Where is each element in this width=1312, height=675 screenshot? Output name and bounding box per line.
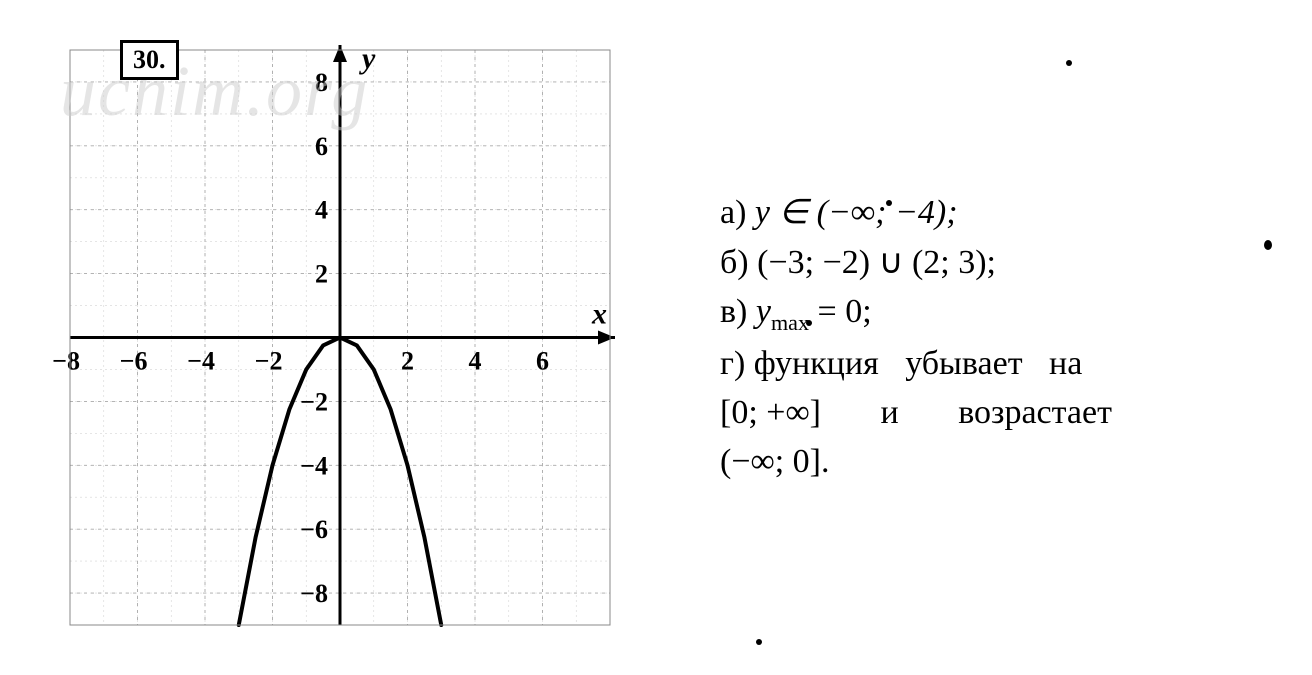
answer-c-y: y [756,293,771,330]
answer-a: а) y ∈ (−∞; −4); [720,188,1272,237]
problem-number-box: 30. [120,40,179,80]
svg-text:4: 4 [469,347,482,376]
answer-a-text: y ∈ (−∞; −4); [755,194,958,231]
svg-text:−8: −8 [300,579,328,608]
answer-d-word1: и [881,394,899,431]
svg-text:6: 6 [315,132,328,161]
svg-text:y: y [359,42,376,75]
svg-text:−4: −4 [187,347,215,376]
svg-text:4: 4 [315,196,328,225]
svg-text:6: 6 [536,347,549,376]
scan-dot [806,320,812,326]
scan-dot [1066,60,1072,66]
answer-d-word2: возрастает [958,394,1112,431]
svg-text:−2: −2 [300,387,328,416]
answer-b: б) (−3; −2) ∪ (2; 3); [720,238,1272,287]
answer-d-int2: (−∞; 0]. [720,443,830,480]
answer-b-label: б) [720,244,749,281]
answer-c-label: в) [720,293,747,330]
parabola-graph: −8 −6 −4 −2 2 4 6 −8 −6 −4 −2 2 4 6 8 y x [40,20,640,655]
svg-text:2: 2 [315,260,328,289]
answer-a-label: а) [720,194,746,231]
answer-d-int1: [0; +∞] [720,394,821,431]
answer-d-text1: функция убывает на [754,345,1083,382]
svg-text:−4: −4 [300,451,328,480]
scan-dot [756,639,762,645]
svg-text:−2: −2 [255,347,283,376]
scan-dot [1264,240,1272,250]
svg-text:x: x [591,298,607,331]
svg-text:8: 8 [315,68,328,97]
svg-text:−6: −6 [300,515,328,544]
answer-d: г) функция убывает на [0; +∞] и возраста… [720,339,1272,487]
answer-c-sub: max [771,310,809,335]
answer-c: в) ymax = 0; [720,287,1272,339]
answer-b-text: (−3; −2) ∪ (2; 3); [757,244,996,281]
answer-c-rest: = 0; [809,293,872,330]
svg-text:−6: −6 [120,347,148,376]
answer-d-label: г) [720,345,745,382]
graph-container: uchim.org 30. −8−6−4−2246−8−6−4−22468yx [40,20,640,655]
svg-text:−8: −8 [52,347,80,376]
answers-block: а) y ∈ (−∞; −4); б) (−3; −2) ∪ (2; 3); в… [700,188,1272,486]
svg-text:2: 2 [401,347,414,376]
scan-dot [886,200,892,206]
